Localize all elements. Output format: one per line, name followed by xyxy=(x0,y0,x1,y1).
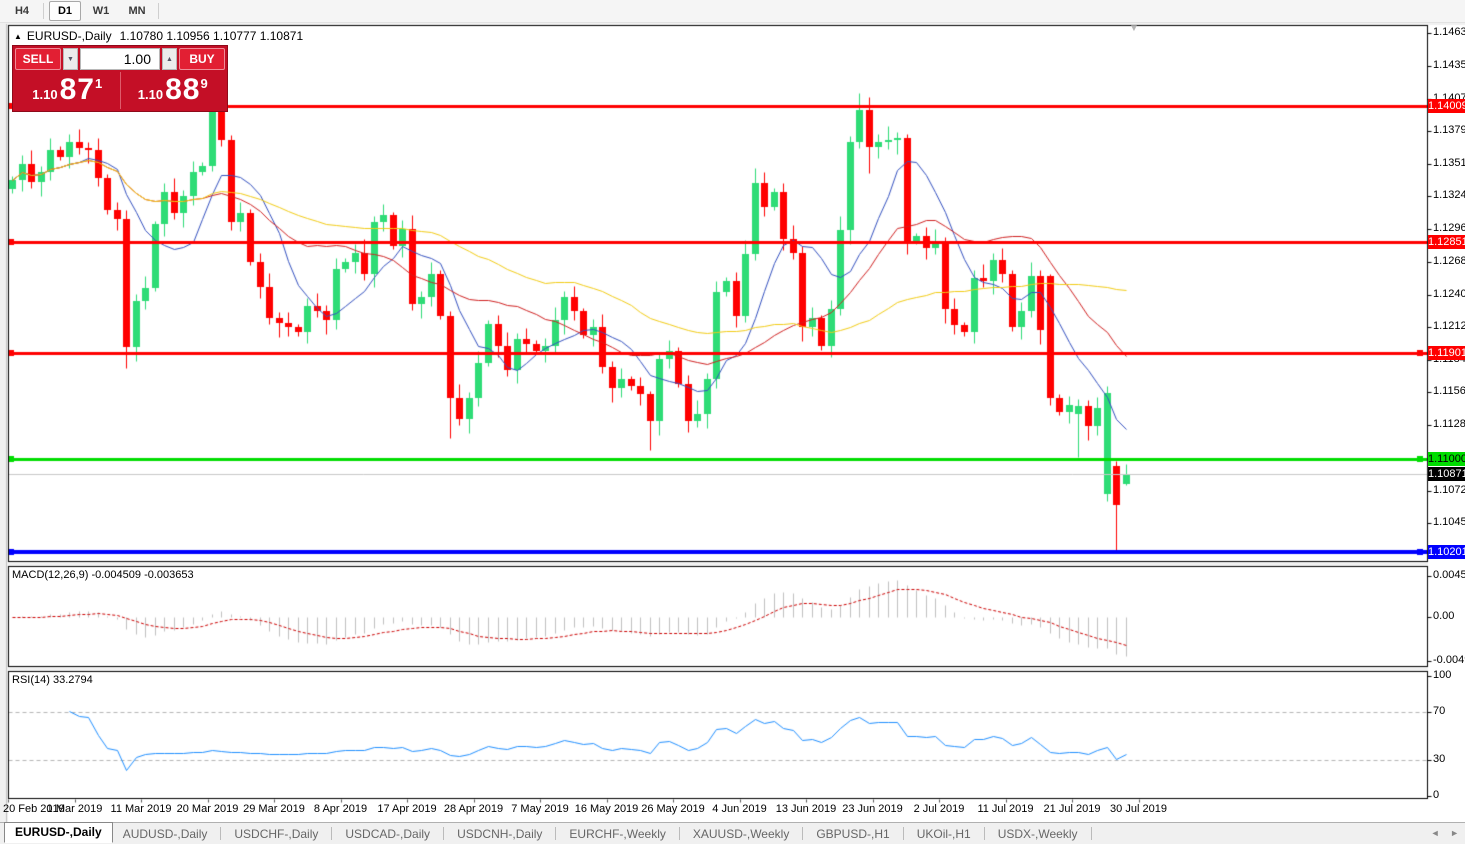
price-line-label: 1.11000 xyxy=(1428,452,1465,466)
toolbar-separator xyxy=(158,3,159,19)
buy-price-sup: 9 xyxy=(200,76,208,91)
date-axis-label: 8 Apr 2019 xyxy=(313,803,368,815)
price-axis-tick: 1.12960 xyxy=(1433,222,1465,234)
macd-axis-tick: -0.00494 xyxy=(1433,654,1465,666)
price-axis-tick: 1.13240 xyxy=(1433,189,1465,201)
date-axis-label: 4 Jun 2019 xyxy=(712,803,767,815)
price-line-label: 1.11901 xyxy=(1428,346,1465,360)
sell-price-big: 87 xyxy=(59,73,95,106)
sell-price-display[interactable]: 1.10 87 1 xyxy=(15,72,120,109)
tab-usdcad-daily[interactable]: USDCAD-,Daily xyxy=(345,826,431,841)
tab-separator xyxy=(1090,827,1092,840)
tab-gbpusd-h1[interactable]: GBPUSD-,H1 xyxy=(816,826,890,841)
tab-usdchf-daily[interactable]: USDCHF-,Daily xyxy=(234,826,319,841)
collapse-panel-icon[interactable]: ▲ xyxy=(14,32,22,41)
sell-button[interactable]: SELL xyxy=(15,48,61,70)
date-axis-label: 11 Jul 2019 xyxy=(977,803,1034,815)
rsi-axis-tick: 0 xyxy=(1433,789,1440,801)
tab-separator xyxy=(220,827,222,840)
tab-audusd-daily[interactable]: AUDUSD-,Daily xyxy=(122,826,208,841)
one-click-trading-panel: SELL ▼ 1.00 ▲ BUY 1.10 87 1 1.10 88 9 xyxy=(12,45,228,112)
price-axis-tick: 1.14635 xyxy=(1433,26,1465,38)
price-axis-tick: 1.14355 xyxy=(1433,59,1465,71)
price-axis-tick: 1.11285 xyxy=(1433,418,1465,430)
chart-title: ▲ EURUSD-,Daily 1.10780 1.10956 1.10777 1.… xyxy=(14,29,303,43)
date-axis-label: 20 Feb 2019 xyxy=(3,803,65,815)
macd-axis-tick: 0.00 xyxy=(1433,610,1455,622)
date-axis-label: 21 Jul 2019 xyxy=(1043,803,1101,815)
toolbar-separator xyxy=(43,3,44,19)
date-axis-label: 28 Apr 2019 xyxy=(443,803,504,815)
macd-indicator-label: MACD(12,26,9) -0.004509 -0.003653 xyxy=(12,569,194,581)
rsi-axis-tick: 30 xyxy=(1433,753,1446,765)
tab-separator xyxy=(331,827,333,840)
chart-tab-bar: EURUSD-,Daily AUDUSD-,Daily USDCHF-,Daily U… xyxy=(0,822,1465,844)
spinner-down-icon: ▼ xyxy=(67,55,74,63)
buy-button[interactable]: BUY xyxy=(179,48,225,70)
tab-ukoil-h1[interactable]: UKOil-,H1 xyxy=(916,826,971,841)
subwindow-marker-icon[interactable]: ▼ xyxy=(1129,23,1139,34)
date-axis-label: 11 Mar 2019 xyxy=(110,803,172,815)
tab-eurusd-daily[interactable]: EURUSD-,Daily xyxy=(4,822,113,843)
tab-separator xyxy=(802,827,804,840)
price-line-label: 1.12851 xyxy=(1428,235,1465,249)
sell-price-sup: 1 xyxy=(94,76,103,91)
rsi-axis-tick: 70 xyxy=(1433,705,1446,717)
rsi-indicator-label: RSI(14) 33.2794 xyxy=(12,674,93,686)
price-axis-tick: 1.10450 xyxy=(1433,516,1465,528)
price-line-label: 1.10201 xyxy=(1428,545,1465,559)
price-line-label: 1.10871 xyxy=(1428,467,1465,481)
price-axis-tick: 1.12120 xyxy=(1433,320,1465,332)
tab-xauusd-weekly[interactable]: XAUUSD-,Weekly xyxy=(692,826,790,841)
price-axis-tick: 1.11565 xyxy=(1433,385,1465,397)
sell-price-small: 1.10 xyxy=(32,87,58,102)
timeframe-toolbar: H4 D1 W1 MN xyxy=(0,0,1465,23)
price-axis-tick: 1.10725 xyxy=(1433,484,1465,496)
tab-eurchf-weekly[interactable]: EURCHF-,Weekly xyxy=(569,826,666,841)
date-axis-label: 1 Mar 2019 xyxy=(46,803,103,815)
timeframe-button-w1[interactable]: W1 xyxy=(92,5,110,17)
tab-separator xyxy=(678,827,680,840)
timeframe-button-h4[interactable]: H4 xyxy=(14,5,30,17)
date-axis-label: 13 Jun 2019 xyxy=(775,803,837,815)
date-axis-label: 16 May 2019 xyxy=(574,803,639,815)
volume-decrease-button[interactable]: ▼ xyxy=(63,48,78,70)
date-axis-label: 29 Mar 2019 xyxy=(243,803,305,815)
rsi-axis-tick: 100 xyxy=(1433,669,1452,681)
tab-usdcnh-daily[interactable]: USDCNH-,Daily xyxy=(457,826,543,841)
date-axis-label: 2 Jul 2019 xyxy=(913,803,965,815)
date-axis-label: 23 Jun 2019 xyxy=(842,803,903,815)
buy-price-small: 1.10 xyxy=(137,87,164,102)
date-axis-label: 7 May 2019 xyxy=(511,803,569,815)
date-axis-label: 30 Jul 2019 xyxy=(1110,803,1167,815)
tab-separator xyxy=(555,827,557,840)
buy-price-display[interactable]: 1.10 88 9 xyxy=(119,72,226,109)
buy-price-big: 88 xyxy=(165,73,201,106)
price-axis-tick: 1.12400 xyxy=(1433,288,1465,300)
date-axis-label: 26 May 2019 xyxy=(641,803,705,815)
volume-input[interactable]: 1.00 xyxy=(80,48,160,70)
chart-ohlc-readout: 1.10780 1.10956 1.10777 1.10871 xyxy=(119,29,304,43)
volume-increase-button[interactable]: ▲ xyxy=(162,48,177,70)
price-axis-tick: 1.12680 xyxy=(1433,255,1465,267)
date-axis-label: 17 Apr 2019 xyxy=(377,803,437,815)
tab-usdx-weekly[interactable]: USDX-,Weekly xyxy=(997,826,1078,841)
timeframe-button-d1[interactable]: D1 xyxy=(49,1,81,21)
tab-scroll-right-icon[interactable]: ► xyxy=(1450,828,1459,838)
price-line-label: 1.14009 xyxy=(1428,99,1465,113)
date-axis-label: 20 Mar 2019 xyxy=(176,803,239,815)
price-axis-tick: 1.13795 xyxy=(1433,124,1465,136)
tab-separator xyxy=(443,827,445,840)
spinner-up-icon: ▲ xyxy=(166,55,173,63)
macd-axis-tick: 0.004524 xyxy=(1433,569,1465,581)
chart-symbol: EURUSD-,Daily xyxy=(26,29,112,43)
tab-separator xyxy=(902,827,904,840)
price-axis-tick: 1.13515 xyxy=(1433,157,1465,169)
timeframe-button-mn[interactable]: MN xyxy=(128,5,146,17)
tab-scroll-left-icon[interactable]: ◄ xyxy=(1430,828,1440,838)
tab-separator xyxy=(983,827,985,840)
